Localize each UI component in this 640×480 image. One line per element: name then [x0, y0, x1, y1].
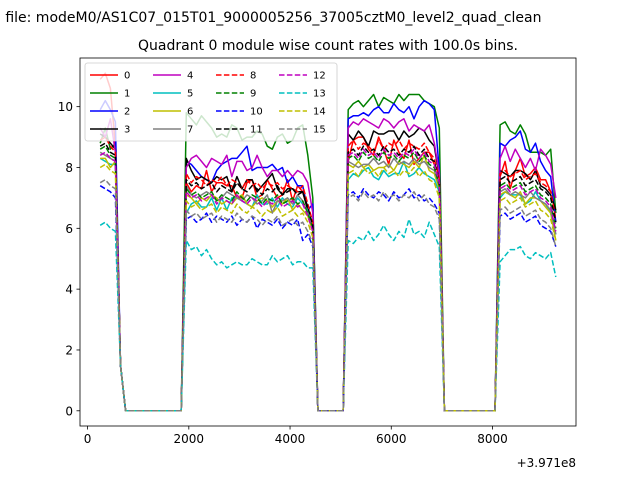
- series-line-3: [99, 127, 557, 412]
- legend-label-5: 5: [187, 89, 193, 100]
- legend-label-15: 15: [313, 125, 326, 136]
- series-line-10: [99, 185, 557, 412]
- y-tick-label: 2: [65, 343, 73, 357]
- series-line-6: [100, 154, 557, 412]
- x-axis-offset-label: +3.971e8: [517, 456, 576, 470]
- y-tick-label: 8: [65, 161, 73, 175]
- x-tick-label: 0: [84, 432, 92, 446]
- series-line-15: [99, 178, 557, 412]
- plot-frame: [79, 57, 577, 427]
- series-line-12: [99, 148, 557, 412]
- legend-label-8: 8: [250, 71, 256, 82]
- legend-label-0: 0: [124, 71, 130, 82]
- x-tick-label: 8000: [477, 432, 508, 446]
- legend-label-3: 3: [124, 125, 130, 136]
- y-tick-label: 10: [58, 100, 73, 114]
- x-tick-label: 2000: [174, 432, 205, 446]
- legend-label-10: 10: [250, 107, 263, 118]
- legend-label-4: 4: [187, 71, 193, 82]
- legend-label-2: 2: [124, 107, 130, 118]
- legend-box: [84, 62, 338, 142]
- series-line-5: [99, 157, 557, 412]
- plot-lines: [99, 72, 557, 412]
- series-line-8: [99, 136, 557, 412]
- legend-label-7: 7: [187, 125, 193, 136]
- x-tick-label: 6000: [376, 432, 407, 446]
- legend-label-6: 6: [187, 107, 193, 118]
- y-tick-label: 0: [65, 404, 73, 418]
- series-line-2: [99, 99, 557, 412]
- x-tick-label: 4000: [275, 432, 306, 446]
- series-line-1: [99, 93, 557, 412]
- figure-suptitle: n file: modeM0/AS1C07_015T01_9000005256_…: [0, 10, 541, 26]
- series-line-14: [99, 163, 557, 412]
- legend-label-14: 14: [313, 107, 326, 118]
- series-line-9: [99, 145, 557, 412]
- series-line-13: [99, 218, 557, 412]
- legend-label-1: 1: [124, 89, 130, 100]
- series-line-11: [99, 142, 557, 412]
- y-tick-label: 4: [65, 283, 73, 297]
- legend-label-13: 13: [313, 89, 326, 100]
- legend-label-12: 12: [313, 71, 326, 82]
- series-line-7: [99, 151, 557, 412]
- series-line-4: [99, 118, 557, 412]
- chart-title: Quadrant 0 module wise count rates with …: [138, 38, 518, 54]
- legend-label-9: 9: [250, 89, 256, 100]
- y-tick-label: 6: [65, 222, 73, 236]
- legend-label-11: 11: [250, 125, 263, 136]
